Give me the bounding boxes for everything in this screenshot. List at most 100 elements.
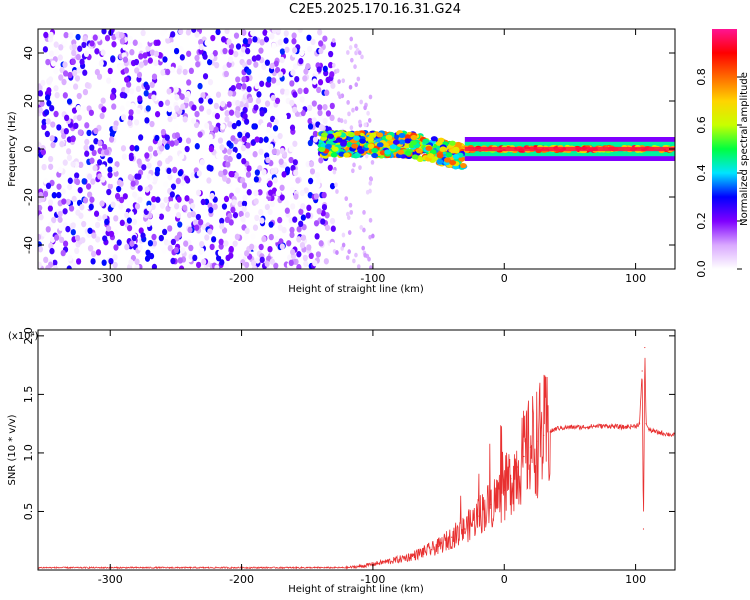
- spectrogram-cell: [288, 259, 294, 267]
- spectrogram-cell: [207, 58, 213, 66]
- spectrogram-cell: [146, 162, 152, 169]
- spectrogram-cell: [83, 50, 90, 58]
- spectrogram-cell: [155, 39, 161, 46]
- spectrogram-cell: [59, 140, 65, 148]
- spectrogram-cell: [199, 240, 205, 248]
- spectrogram-cell: [81, 178, 87, 185]
- spectrogram-cell: [253, 61, 259, 68]
- spectrogram-cell: [138, 61, 145, 68]
- spectrogram-cell: [51, 216, 57, 224]
- spectrogram-cell: [241, 158, 247, 165]
- spectrogram-cell: [219, 187, 225, 194]
- spectrogram-cell: [93, 138, 99, 145]
- x-tick-label: -200: [229, 573, 254, 586]
- spectrogram-cell: [252, 151, 258, 158]
- spectrogram-cell: [351, 107, 355, 113]
- spectrogram-cell: [118, 32, 125, 39]
- spectrogram-cell: [331, 38, 336, 43]
- spectrogram-cell: [176, 196, 182, 203]
- spectrogram-cell: [290, 69, 296, 76]
- spectrogram-cell: [122, 44, 128, 51]
- colorbar-label: Normalized spectral amplitude: [739, 72, 750, 226]
- spectrogram-cell: [245, 148, 251, 155]
- spectrogram-cell: [279, 184, 285, 191]
- spectrogram-cell: [128, 210, 134, 218]
- spectrogram-cell: [194, 143, 200, 150]
- spectrogram-cell: [136, 107, 142, 115]
- spectrogram-cell: [130, 102, 136, 110]
- spectrogram-cell: [332, 157, 337, 163]
- spectrogram-cell: [70, 228, 76, 236]
- spectrogram-cell: [366, 110, 370, 116]
- spectrogram-cell: [108, 177, 114, 185]
- spectrogram-cell: [91, 149, 97, 157]
- spectrogram-cell: [371, 147, 379, 154]
- spectrogram-cell: [318, 157, 324, 164]
- spectrogram-cell: [356, 264, 361, 269]
- spectrogram-cell: [266, 255, 272, 262]
- spectrogram-cell: [392, 139, 400, 145]
- spectrogram-cell: [178, 265, 185, 269]
- spectrogram-cell: [227, 155, 233, 163]
- spectrogram-cell: [258, 148, 264, 155]
- spectrogram-cell: [316, 177, 322, 185]
- spectrogram-cell: [180, 103, 186, 110]
- spectrogram-cell: [329, 182, 336, 190]
- spectrogram-cell: [264, 203, 270, 211]
- spectrogram-cell: [344, 196, 349, 202]
- spectrogram-cell: [265, 156, 271, 164]
- spectrogram-cell: [93, 127, 99, 135]
- spectrogram-cell: [307, 123, 314, 130]
- spectrogram-cell: [320, 218, 326, 225]
- spectrogram-cell: [293, 169, 299, 177]
- spectrogram-cell: [71, 107, 78, 114]
- spectrogram-cell: [244, 261, 250, 269]
- snr-point: [667, 433, 670, 435]
- spectrogram-cell: [160, 69, 166, 76]
- spectrogram-cell: [359, 99, 363, 105]
- spectrogram-cell: [43, 109, 50, 116]
- spectrogram-cell: [292, 159, 298, 166]
- spectrogram-cell: [306, 92, 313, 99]
- spectrogram-cell: [124, 76, 130, 83]
- spectrogram-cell: [190, 117, 197, 124]
- spectrogram-cell: [53, 49, 59, 56]
- spectrogram-cell: [112, 165, 118, 173]
- x-tick-label: -300: [98, 272, 123, 285]
- spectrogram-cell: [149, 120, 155, 128]
- spectrogram-cell: [54, 91, 60, 99]
- spectrogram-cell: [351, 168, 355, 174]
- spectrogram-cell: [253, 104, 259, 111]
- spectrogram-cell: [104, 34, 111, 42]
- spectrogram-cell: [338, 94, 342, 100]
- spectrogram-cell: [194, 224, 200, 231]
- spectrogram-cell: [162, 228, 168, 236]
- spectrogram-cell: [192, 254, 198, 262]
- spectrogram-cell: [273, 118, 279, 126]
- colorbar-tick-label: 0.6: [695, 116, 708, 134]
- spectrogram-cell: [84, 138, 90, 146]
- snr-panel: -300 -200 -100 0 100 0.5 1.0 1.5 2.0 Height of …: [7, 327, 676, 595]
- spectrogram-cell: [112, 254, 118, 261]
- spectrogram-cell: [235, 76, 241, 83]
- spectrogram-cell: [102, 235, 108, 242]
- spectrogram-cell: [352, 162, 356, 168]
- spectrogram-cell: [260, 122, 266, 130]
- spectrogram-cell: [151, 263, 158, 269]
- spectrogram-cell: [178, 45, 184, 53]
- spectrogram-cell: [45, 58, 51, 66]
- spectrogram-cell: [241, 135, 247, 143]
- spectrogram-cell: [173, 86, 179, 93]
- spectrogram-cell: [226, 101, 232, 108]
- spectrogram-cell: [84, 150, 90, 157]
- spectrogram-cell: [78, 212, 84, 219]
- spectrogram-cell: [94, 221, 101, 229]
- spectrogram-cell: [231, 199, 237, 206]
- spectrogram-cell: [57, 166, 63, 174]
- spectrogram-cell: [174, 203, 180, 210]
- spectrogram-cell: [284, 207, 290, 214]
- spectrogram-cell: [170, 238, 176, 246]
- spectrogram-cell: [107, 166, 113, 173]
- spectrogram-cell: [243, 234, 249, 241]
